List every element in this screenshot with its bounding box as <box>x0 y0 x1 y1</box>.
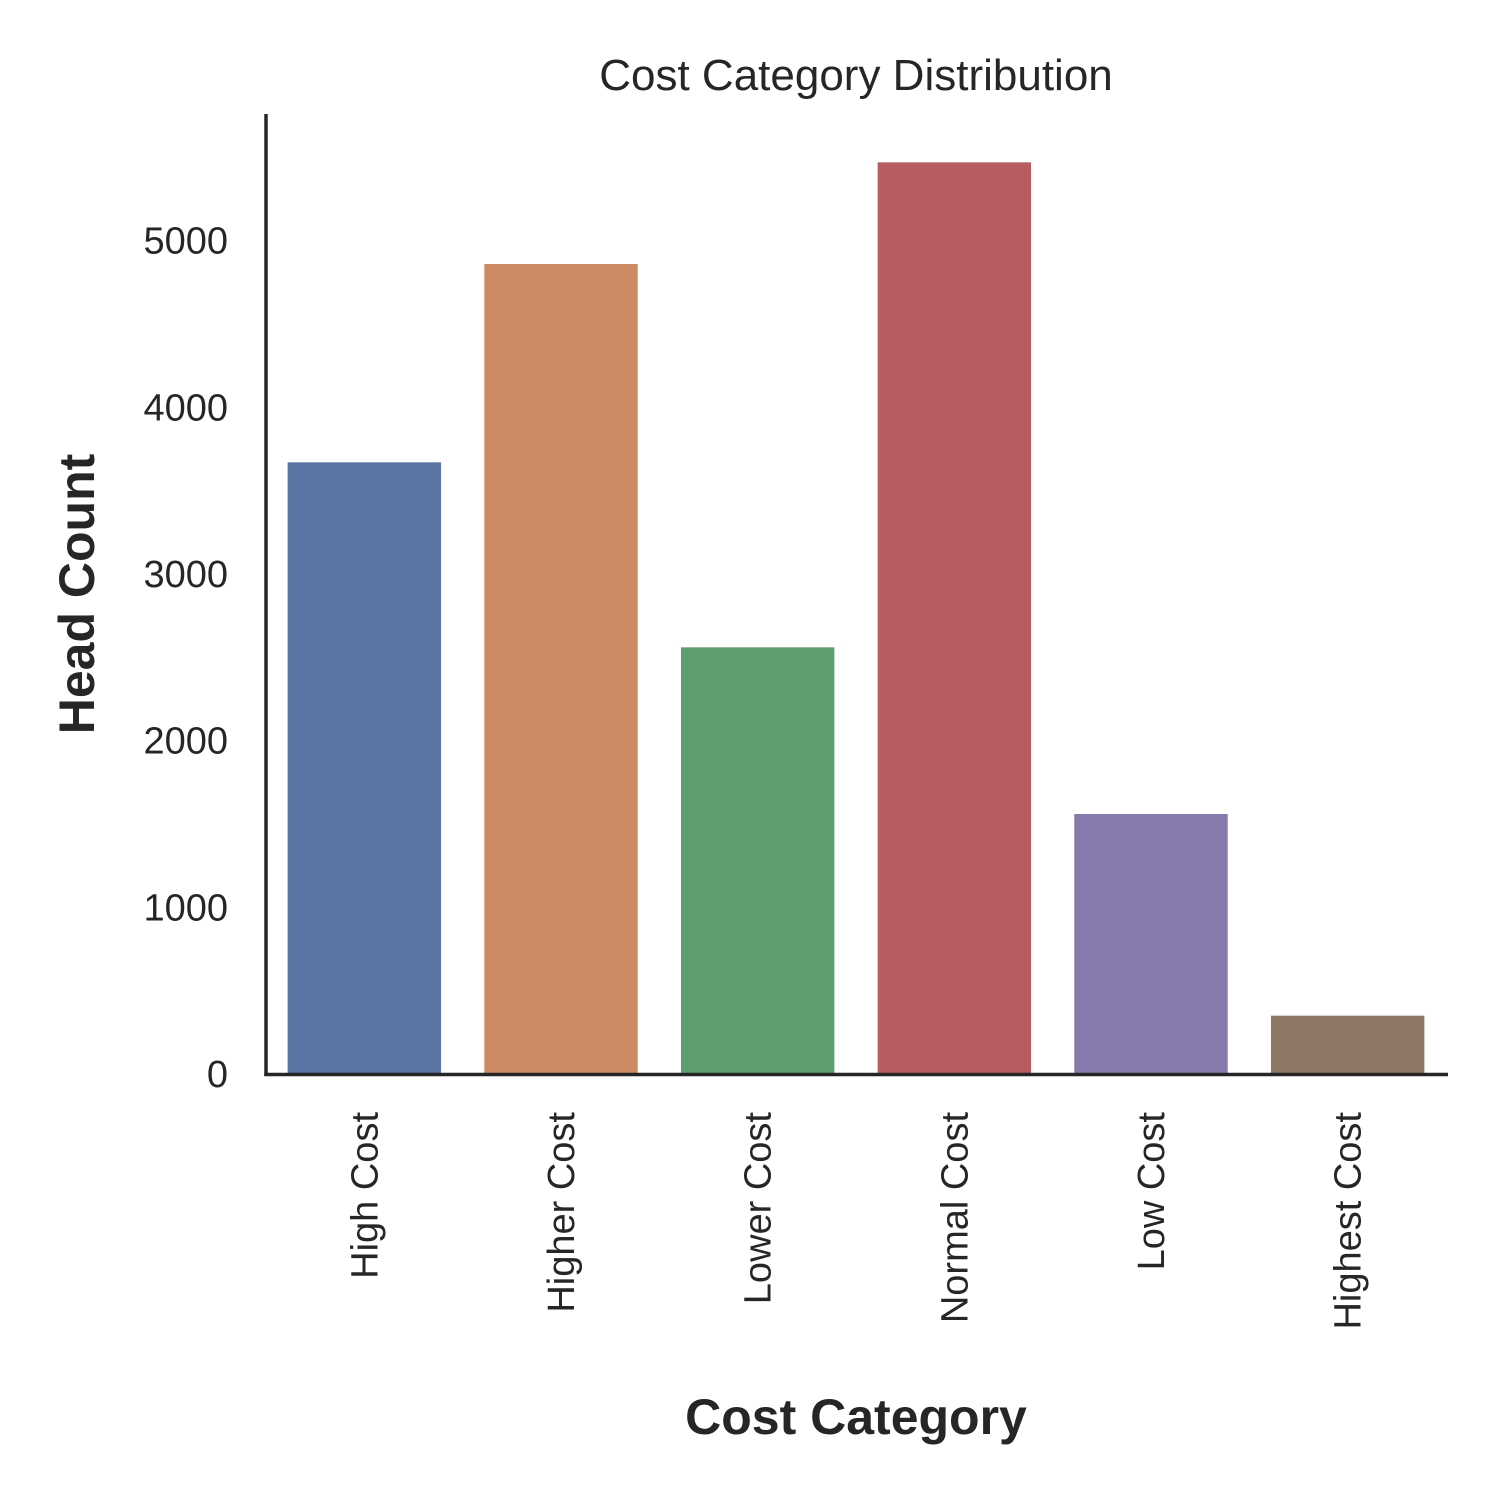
y-axis-ticks: 0 1000 2000 3000 4000 5000 <box>143 221 228 1096</box>
bars-group <box>287 162 1425 1075</box>
y-tick-label-4000: 4000 <box>143 387 228 429</box>
y-tick-label-3000: 3000 <box>143 554 228 596</box>
y-tick-label-5000: 5000 <box>143 221 228 263</box>
y-axis-label: Head Count <box>49 453 105 734</box>
y-tick-label-2000: 2000 <box>143 721 228 763</box>
y-tick-label-1000: 1000 <box>143 887 228 929</box>
x-axis-label: Cost Category <box>685 1389 1027 1445</box>
x-tick-label-higher-cost: Higher Cost <box>541 1112 583 1313</box>
y-tick-label-0: 0 <box>207 1054 228 1096</box>
x-tick-label-low-cost: Low Cost <box>1131 1112 1173 1271</box>
x-tick-label-high-cost: High Cost <box>344 1112 386 1279</box>
bar-high-cost <box>287 462 442 1075</box>
bar-higher-cost <box>484 264 638 1074</box>
x-tick-label-lower-cost: Lower Cost <box>738 1112 780 1305</box>
bar-highest-cost <box>1270 1015 1425 1074</box>
bar-normal-cost <box>877 162 1032 1074</box>
x-tick-label-highest-cost: Highest Cost <box>1328 1112 1370 1330</box>
bar-low-cost <box>1074 814 1228 1074</box>
x-tick-label-normal-cost: Normal Cost <box>934 1112 976 1324</box>
x-axis-ticks: High Cost Higher Cost Lower Cost Normal Cos… <box>344 1112 1369 1330</box>
bar-lower-cost <box>680 647 835 1074</box>
chart-title: Cost Category Distribution <box>599 51 1113 100</box>
